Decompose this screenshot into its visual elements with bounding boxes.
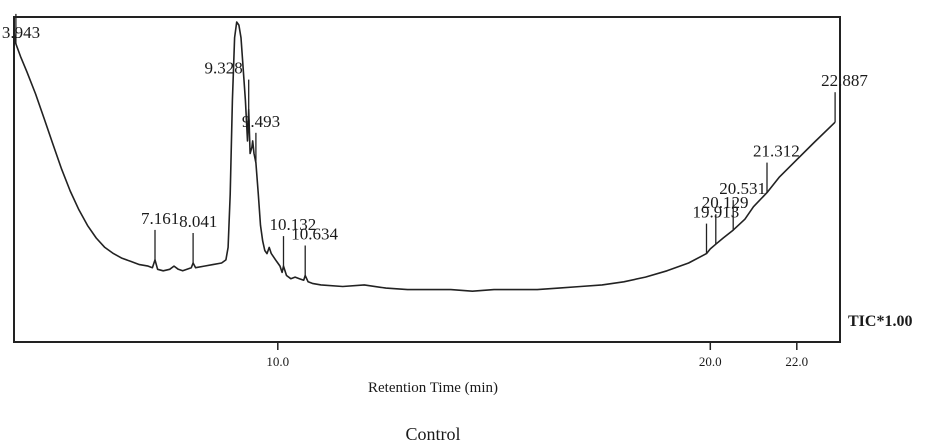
peak-label-1: 7.161 (141, 209, 179, 228)
tic-trace-line (13, 21, 836, 293)
chart-caption: Control (405, 424, 460, 444)
peak-label-2: 8.041 (179, 212, 217, 231)
peak-label-4: 9.493 (242, 112, 280, 131)
peak-label-5: 10.132 (270, 215, 317, 234)
trace-label: TIC*1.00 (848, 313, 912, 330)
x-tick-label-2: 22.0 (785, 354, 808, 369)
peak-label-9: 20.531 (719, 179, 766, 198)
peak-label-11: 22.887 (821, 71, 868, 90)
peak-label-10: 21.312 (753, 142, 800, 161)
peak-label-6: 10.634 (291, 225, 338, 244)
peak-label-7: 19.913 (693, 203, 740, 222)
peak-label-3: 9.328 (204, 59, 242, 78)
x-tick-label-0: 10.0 (266, 354, 289, 369)
tic-trace-layer (13, 21, 836, 293)
x-tick-label-1: 20.0 (699, 354, 722, 369)
x-axis-label: Retention Time (min) (368, 380, 498, 396)
x-axis-ticks: 10.0 20.0 22.0 (266, 342, 808, 369)
plot-frame (13, 16, 841, 343)
peak-label-8: 20.129 (702, 193, 749, 212)
peak-label-0: 3.943 (2, 23, 40, 42)
